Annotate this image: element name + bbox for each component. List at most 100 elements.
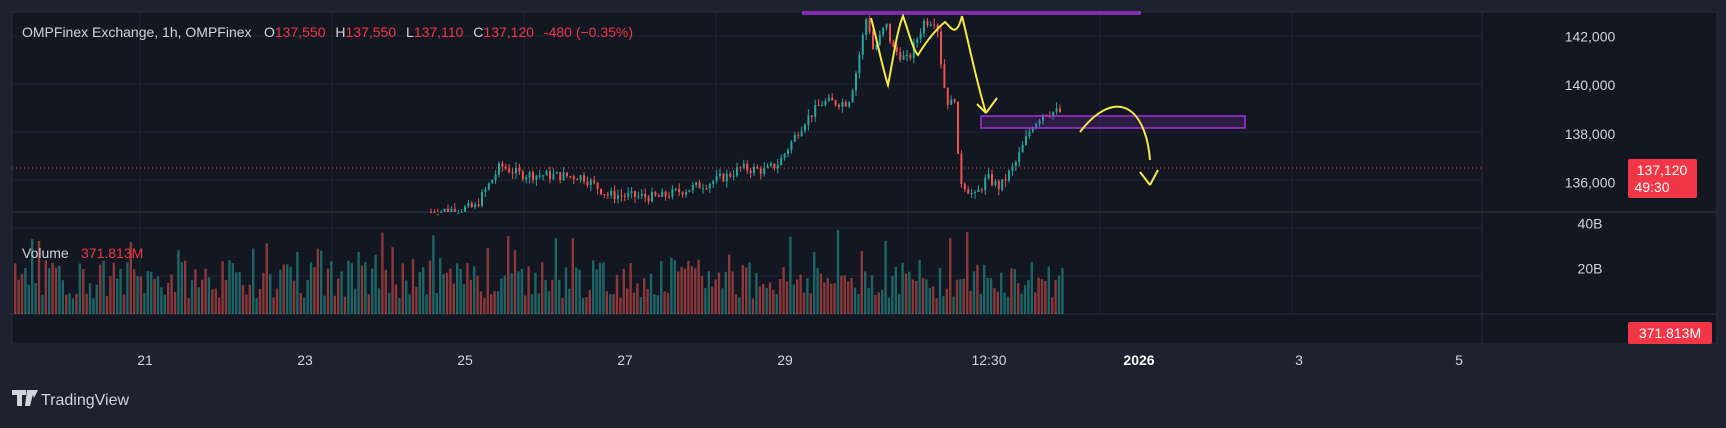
candle-body <box>460 211 463 213</box>
volume-value: 371.813M <box>81 245 143 261</box>
reversal-arrowhead[interactable] <box>1139 169 1159 186</box>
footer-bar <box>0 344 1726 423</box>
volume-bar <box>129 242 132 314</box>
volume-bar <box>1037 277 1040 314</box>
candle-body <box>702 188 704 190</box>
volume-bar <box>58 265 61 314</box>
volume-bar <box>551 279 554 314</box>
volume-bar <box>962 278 965 314</box>
volume-bar <box>156 276 160 314</box>
volume-bar <box>126 262 129 314</box>
head-and-shoulders-line[interactable] <box>870 13 963 89</box>
time-tick-label: 21 <box>137 352 153 368</box>
volume-bar <box>663 291 666 314</box>
volume-bar <box>456 263 459 314</box>
candle-body <box>821 105 823 107</box>
volume-bar <box>534 272 537 314</box>
price-tick-label: 142,000 <box>1565 28 1616 44</box>
volume-bar <box>330 261 333 314</box>
rounded-top-curve[interactable] <box>1079 105 1151 161</box>
candle-body <box>627 192 630 197</box>
volume-bar <box>884 240 887 314</box>
volume-bar <box>20 273 24 314</box>
candle-body <box>576 179 579 181</box>
volume-bar <box>867 287 870 314</box>
candle-body <box>797 135 800 137</box>
volume-bar <box>513 250 517 314</box>
volume-bar <box>391 247 394 314</box>
candle-body <box>1004 179 1007 181</box>
candle-body <box>957 101 959 154</box>
time-axis[interactable]: 21 23 25 27 29 12:30 2026 3 5 <box>137 352 1463 368</box>
volume-bar <box>150 271 153 314</box>
volume-bar <box>717 272 721 314</box>
breakdown-arrow-line[interactable] <box>961 15 987 114</box>
volume-bar <box>153 278 156 314</box>
breakdown-arrowhead[interactable] <box>976 97 998 114</box>
candle-body <box>1059 108 1061 112</box>
volume-bar <box>768 282 772 314</box>
volume-bar <box>986 277 989 314</box>
volume-bar <box>95 284 98 314</box>
candle-body <box>589 180 592 186</box>
volume-bar <box>819 273 823 314</box>
volume-bar <box>337 278 340 314</box>
resistance-zone[interactable] <box>980 115 1246 129</box>
volume-bar <box>738 297 741 314</box>
candle-body <box>980 189 983 191</box>
tradingview-wordmark: TradingView <box>41 392 129 409</box>
volume-bar <box>493 291 496 314</box>
candle-body <box>994 181 997 185</box>
candle-body <box>929 24 932 26</box>
price-axis[interactable]: 136,000 138,000 140,000 142,000 <box>1565 28 1616 190</box>
volume-bar <box>660 260 663 314</box>
drawing-layer[interactable] <box>802 11 1246 186</box>
candle-body <box>970 193 973 195</box>
candle-body <box>987 174 990 179</box>
volume-bar <box>806 278 809 314</box>
candle-body <box>436 214 439 216</box>
volume-bar <box>105 295 109 314</box>
volume-bar <box>88 283 92 314</box>
tradingview-logo[interactable]: TradingView <box>12 390 129 409</box>
volume-bar <box>1003 292 1006 314</box>
upper-resistance-zone[interactable] <box>802 11 1141 15</box>
candle-body <box>674 188 677 190</box>
volume-bar <box>666 292 670 314</box>
symbol-description[interactable]: OMPFinex Exchange, 1h, OMPFinex <box>22 24 252 40</box>
volume-bar <box>122 294 126 314</box>
volume-bar <box>34 283 37 314</box>
volume-bar <box>847 281 850 314</box>
volume-bar <box>500 278 503 314</box>
volume-bar <box>306 279 309 314</box>
volume-bar <box>146 271 149 314</box>
volume-bar <box>1023 285 1027 314</box>
time-tick-label: 29 <box>777 352 793 368</box>
volume-label[interactable]: Volume <box>22 245 69 261</box>
volume-bar <box>439 258 442 314</box>
candle-body <box>916 39 919 43</box>
candle-body <box>1055 108 1058 112</box>
candle-body <box>746 163 749 171</box>
volume-bar <box>14 263 17 314</box>
volume-bar <box>343 296 347 314</box>
volume-bar <box>71 298 75 314</box>
volume-bar <box>248 284 251 314</box>
volume-bar <box>408 294 411 314</box>
volume-bar <box>830 283 833 314</box>
volume-axis[interactable]: 20B 40B <box>1578 215 1603 276</box>
volume-bar <box>575 267 578 314</box>
volume-bar <box>874 295 877 314</box>
volume-bar <box>490 294 493 314</box>
volume-bar <box>452 283 455 314</box>
volume-bar <box>367 294 370 314</box>
time-tick-label: 25 <box>457 352 473 368</box>
candle-body <box>946 87 949 105</box>
candle-body <box>484 189 487 193</box>
volume-bar <box>840 275 843 314</box>
high-label: H <box>335 24 345 40</box>
candle-body <box>545 171 548 176</box>
volume-bar <box>592 260 595 314</box>
volume-bar <box>109 276 112 314</box>
